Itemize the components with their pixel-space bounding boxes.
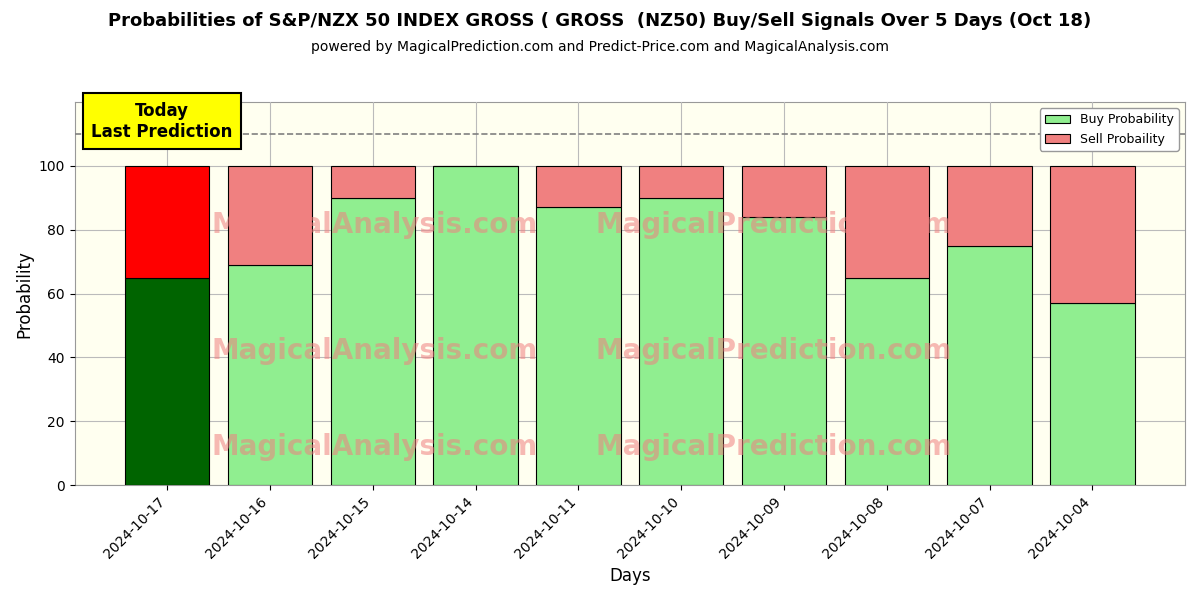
- Bar: [948, 245, 1032, 485]
- Bar: [536, 166, 620, 208]
- Y-axis label: Probability: Probability: [16, 250, 34, 338]
- Legend: Buy Probability, Sell Probaility: Buy Probability, Sell Probaility: [1040, 108, 1178, 151]
- Bar: [742, 217, 826, 485]
- Bar: [228, 166, 312, 265]
- Bar: [228, 265, 312, 485]
- Bar: [125, 278, 210, 485]
- Text: MagicalPrediction.com: MagicalPrediction.com: [596, 337, 953, 365]
- Bar: [1050, 303, 1134, 485]
- Bar: [1050, 166, 1134, 303]
- Bar: [331, 166, 415, 198]
- Text: Today
Last Prediction: Today Last Prediction: [91, 102, 233, 140]
- Text: Probabilities of S&P/NZX 50 INDEX GROSS ( GROSS  (NZ50) Buy/Sell Signals Over 5 : Probabilities of S&P/NZX 50 INDEX GROSS …: [108, 12, 1092, 30]
- Bar: [640, 166, 724, 198]
- Bar: [331, 198, 415, 485]
- Text: MagicalAnalysis.com: MagicalAnalysis.com: [211, 337, 538, 365]
- Bar: [125, 166, 210, 278]
- Bar: [845, 166, 929, 278]
- Text: MagicalPrediction.com: MagicalPrediction.com: [596, 433, 953, 461]
- Bar: [742, 166, 826, 217]
- Text: MagicalAnalysis.com: MagicalAnalysis.com: [211, 211, 538, 239]
- Bar: [640, 198, 724, 485]
- Text: MagicalAnalysis.com: MagicalAnalysis.com: [211, 433, 538, 461]
- Bar: [948, 166, 1032, 245]
- Text: powered by MagicalPrediction.com and Predict-Price.com and MagicalAnalysis.com: powered by MagicalPrediction.com and Pre…: [311, 40, 889, 54]
- Bar: [845, 278, 929, 485]
- X-axis label: Days: Days: [610, 567, 650, 585]
- Bar: [433, 166, 517, 485]
- Bar: [536, 208, 620, 485]
- Text: MagicalPrediction.com: MagicalPrediction.com: [596, 211, 953, 239]
